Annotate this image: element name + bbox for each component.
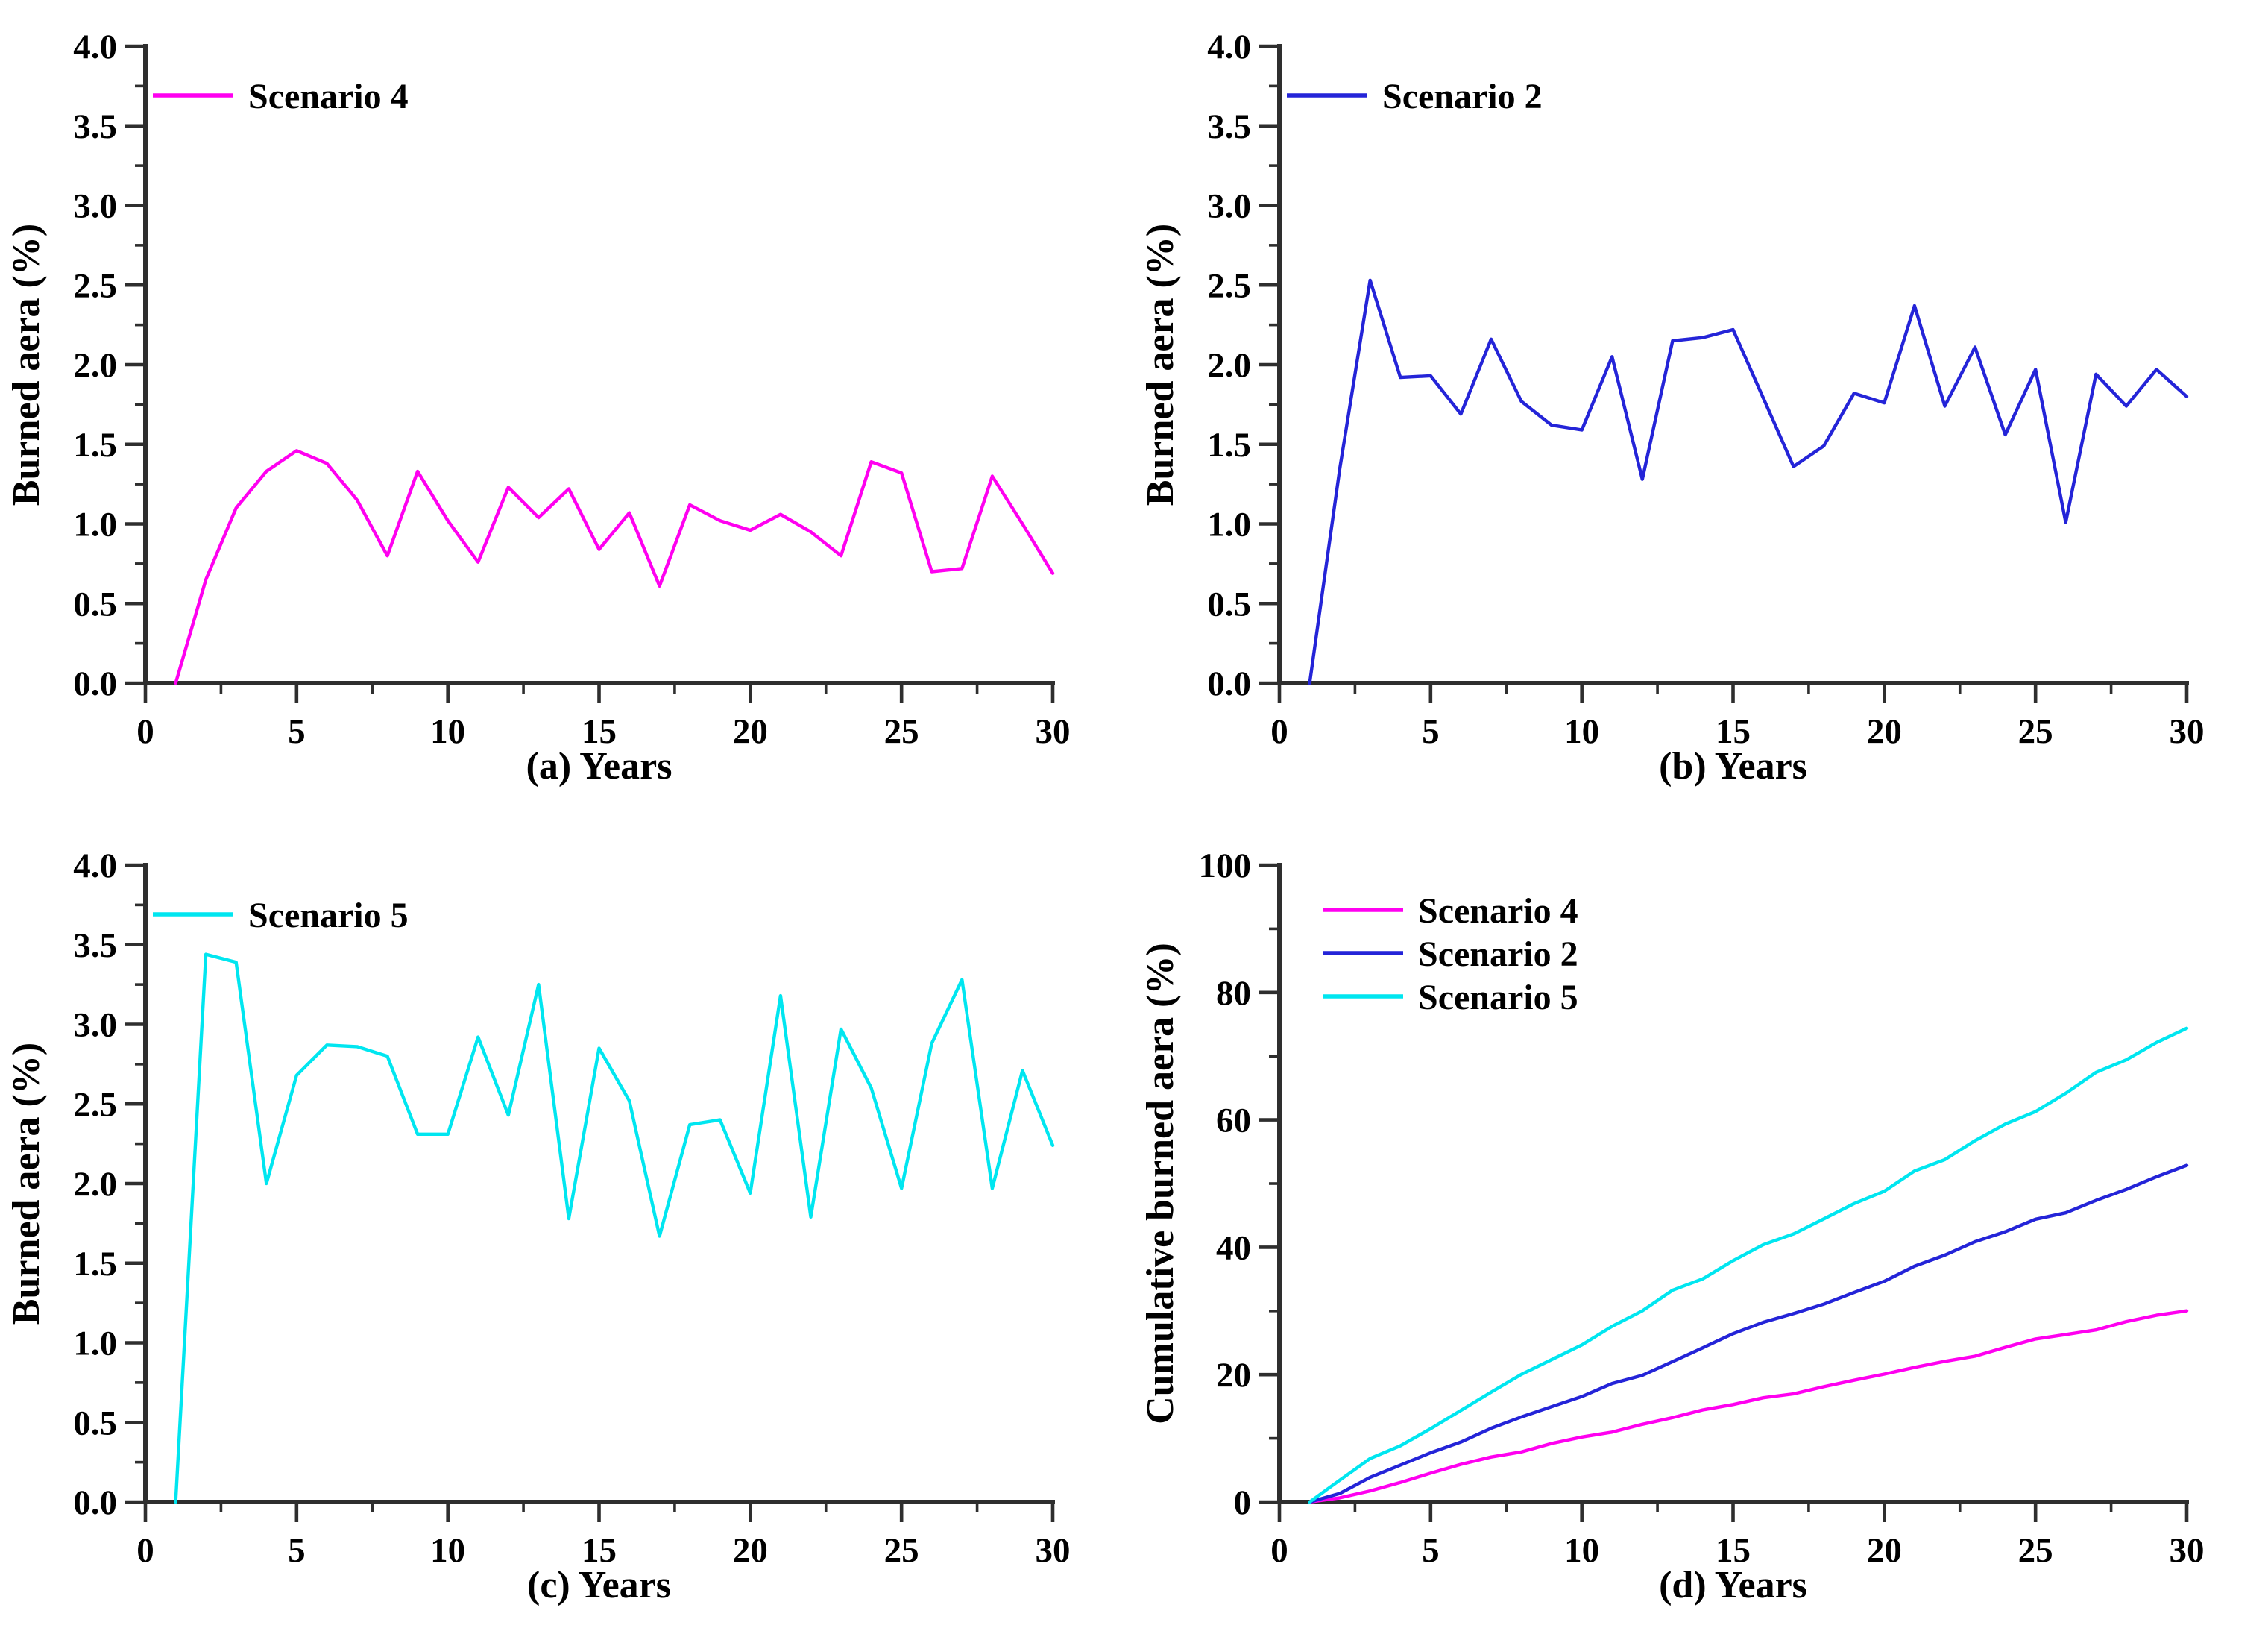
- x-tick-label: 0: [1270, 1531, 1288, 1570]
- legend-label: Scenario 5: [1418, 978, 1578, 1017]
- y-tick-label: 80: [1216, 974, 1251, 1013]
- legend-label: Scenario 2: [1418, 934, 1578, 974]
- y-tick-label: 1.0: [73, 506, 117, 544]
- panel-d: 0 5 10 15 20 25 30 0 20 40 60 80 100 (d) Years Cumulat…: [1134, 819, 2268, 1637]
- series-line-scenario-2: [1308, 278, 2189, 685]
- panel-a: 0 5 10 15 20 25 30 0.0 0.5 1.0 1.5 2.0 2.5 3.0 3.5 4.0 (…: [0, 0, 1134, 819]
- y-tick-label: 40: [1216, 1228, 1251, 1267]
- chart-d-canvas: 0 5 10 15 20 25 30 0 20 40 60 80 100 (d) Years Cumulat…: [1139, 846, 2205, 1606]
- y-tick-label: 3.0: [73, 1006, 117, 1045]
- y-axis-title: Cumulative burned aera (%): [1139, 943, 1182, 1424]
- y-tick-label: 60: [1216, 1102, 1251, 1140]
- x-tick-label: 10: [430, 1531, 465, 1570]
- y-tick-label: 2.0: [73, 1165, 117, 1204]
- y-tick-label: 4.0: [73, 846, 117, 885]
- x-tick-label: 15: [1716, 712, 1751, 751]
- x-tick-label: 15: [582, 712, 617, 751]
- x-axis-title: (b) Years: [1659, 745, 1807, 788]
- y-tick-label: 100: [1199, 846, 1252, 885]
- y-tick-label: 2.5: [73, 1085, 117, 1124]
- y-axis-title: Burned aera (%): [5, 224, 48, 506]
- legend-label: Scenario 2: [1382, 77, 1543, 116]
- y-tick-label: 4.0: [73, 28, 117, 66]
- legend-label: Scenario 4: [248, 77, 409, 116]
- legend-label: Scenario 4: [1418, 891, 1578, 931]
- x-tick-label: 30: [1036, 712, 1071, 751]
- x-tick-label: 15: [582, 1531, 617, 1570]
- y-axis-title: Burned aera (%): [1139, 224, 1182, 506]
- y-tick-label: 3.0: [1207, 187, 1251, 226]
- x-tick-label: 20: [1867, 1531, 1902, 1570]
- legend-label: Scenario 5: [248, 896, 409, 935]
- panel-c: 0 5 10 15 20 25 30 0.0 0.5 1.0 1.5 2.0 2.5 3.0 3.5 4.0 (…: [0, 819, 1134, 1637]
- x-axis-title: (d) Years: [1659, 1564, 1807, 1606]
- x-tick-label: 20: [733, 712, 768, 751]
- y-tick-label: 1.0: [1207, 506, 1251, 544]
- panel-b: 0 5 10 15 20 25 30 0.0 0.5 1.0 1.5 2.0 2.5 3.0 3.5 4.0 (…: [1134, 0, 2268, 819]
- x-tick-label: 10: [430, 712, 465, 751]
- y-tick-label: 0.0: [73, 664, 117, 703]
- x-tick-label: 10: [1564, 1531, 1599, 1570]
- x-tick-label: 30: [2170, 712, 2205, 751]
- y-tick-label: 20: [1216, 1356, 1251, 1395]
- y-tick-label: 2.5: [73, 266, 117, 305]
- y-tick-label: 3.0: [73, 187, 117, 226]
- x-tick-label: 25: [884, 1531, 919, 1570]
- y-tick-label: 2.0: [1207, 346, 1251, 385]
- series-line-scenario-5: [174, 952, 1055, 1504]
- y-tick-label: 1.0: [73, 1325, 117, 1363]
- chart-a-canvas: 0 5 10 15 20 25 30 0.0 0.5 1.0 1.5 2.0 2.5 3.0 3.5 4.0 (…: [5, 28, 1071, 788]
- x-tick-label: 25: [884, 712, 919, 751]
- x-tick-label: 20: [733, 1531, 768, 1570]
- y-tick-label: 2.5: [1207, 266, 1251, 305]
- chart-b-canvas: 0 5 10 15 20 25 30 0.0 0.5 1.0 1.5 2.0 2.5 3.0 3.5 4.0 (…: [1139, 28, 2205, 788]
- x-tick-label: 30: [1036, 1531, 1071, 1570]
- y-tick-label: 1.5: [73, 426, 117, 465]
- series-line-scenario-4: [1308, 1309, 2189, 1504]
- y-tick-label: 3.5: [1207, 107, 1251, 146]
- x-axis-title: (c) Years: [527, 1564, 671, 1606]
- series-line-scenario-4: [174, 449, 1055, 685]
- y-tick-label: 1.5: [73, 1245, 117, 1283]
- x-tick-label: 0: [136, 1531, 154, 1570]
- y-tick-label: 4.0: [1207, 28, 1251, 66]
- y-tick-label: 0.5: [73, 585, 117, 623]
- y-axis-title: Burned aera (%): [5, 1043, 48, 1325]
- y-tick-label: 0.5: [73, 1404, 117, 1442]
- y-tick-label: 3.5: [73, 926, 117, 965]
- x-tick-label: 25: [2018, 712, 2053, 751]
- y-tick-label: 0: [1234, 1483, 1252, 1522]
- y-tick-label: 0.5: [1207, 585, 1251, 623]
- x-tick-label: 5: [288, 1531, 306, 1570]
- series-line-scenario-5: [1308, 1026, 2189, 1504]
- x-axis-title: (a) Years: [526, 745, 672, 788]
- x-tick-label: 20: [1867, 712, 1902, 751]
- y-tick-label: 0.0: [1207, 664, 1251, 703]
- x-tick-label: 30: [2170, 1531, 2205, 1570]
- x-tick-label: 15: [1716, 1531, 1751, 1570]
- x-tick-label: 5: [1422, 712, 1440, 751]
- y-tick-label: 2.0: [73, 346, 117, 385]
- y-tick-label: 3.5: [73, 107, 117, 146]
- x-tick-label: 25: [2018, 1531, 2053, 1570]
- x-tick-label: 5: [288, 712, 306, 751]
- y-tick-label: 1.5: [1207, 426, 1251, 465]
- x-tick-label: 10: [1564, 712, 1599, 751]
- x-tick-label: 0: [136, 712, 154, 751]
- x-tick-label: 5: [1422, 1531, 1440, 1570]
- series-line-scenario-2: [1308, 1163, 2189, 1504]
- chart-c-canvas: 0 5 10 15 20 25 30 0.0 0.5 1.0 1.5 2.0 2.5 3.0 3.5 4.0 (…: [5, 846, 1071, 1606]
- x-tick-label: 0: [1270, 712, 1288, 751]
- y-tick-label: 0.0: [73, 1483, 117, 1522]
